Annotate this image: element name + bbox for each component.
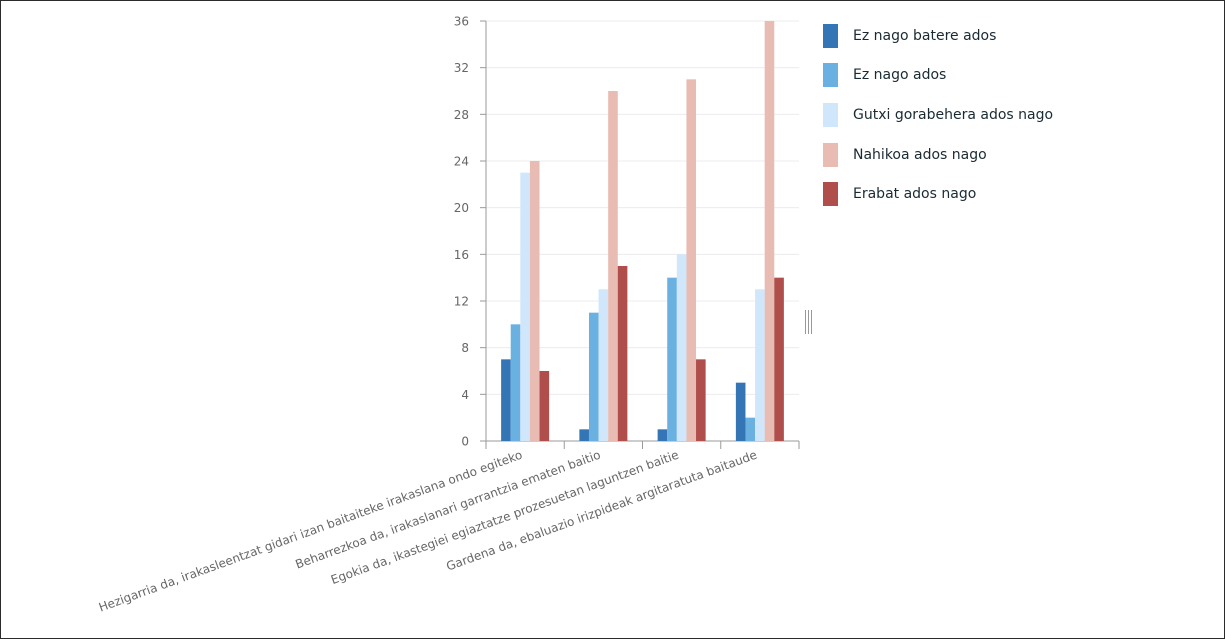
- y-tick-label: 32: [454, 61, 469, 75]
- legend-label: Gutxi gorabehera ados nago: [853, 106, 1054, 123]
- legend-swatch: [823, 142, 838, 167]
- y-tick-label: 28: [454, 108, 469, 122]
- y-tick-label: 4: [461, 388, 469, 402]
- y-tick-label: 36: [454, 15, 469, 29]
- y-tick-label: 20: [454, 201, 469, 215]
- x-tick-label: Egokia da, ikastegiei egiaztatze prozesu…: [329, 448, 681, 587]
- bar: [774, 277, 784, 441]
- y-tick-label: 24: [454, 155, 469, 169]
- bar: [529, 161, 540, 441]
- bar: [667, 277, 677, 441]
- legend-item[interactable]: Erabat ados nago: [823, 174, 1053, 214]
- resize-handle[interactable]: [804, 310, 814, 334]
- bar: [608, 91, 618, 441]
- bar: [755, 289, 765, 441]
- legend-swatch: [823, 23, 838, 48]
- bar: [745, 417, 756, 441]
- y-tick-label: 0: [461, 435, 469, 449]
- y-tick-label: 16: [454, 248, 469, 262]
- bar: [510, 324, 521, 441]
- legend-label: Ez nago ados: [853, 67, 947, 84]
- bar: [764, 21, 775, 441]
- bar: [696, 359, 706, 441]
- legend-swatch: [823, 63, 838, 88]
- legend-item[interactable]: Ez nago batere ados: [823, 16, 1053, 56]
- bar: [676, 254, 687, 441]
- legend-item[interactable]: Ez nago ados: [823, 56, 1053, 96]
- legend-label: Erabat ados nago: [853, 186, 977, 203]
- bar: [686, 79, 697, 441]
- x-tick-label: Beharrezkoa da, irakaslanari garrantzia …: [293, 448, 602, 572]
- y-tick-label: 8: [461, 341, 469, 355]
- bar: [657, 429, 668, 441]
- legend-label: Nahikoa ados nago: [853, 146, 987, 163]
- bar: [617, 266, 628, 441]
- legend-item[interactable]: Nahikoa ados nago: [823, 135, 1053, 175]
- y-tick-label: 12: [454, 295, 469, 309]
- legend-swatch: [823, 102, 838, 127]
- bar: [579, 429, 589, 441]
- bar: [520, 172, 530, 441]
- bar: [588, 312, 599, 441]
- legend: Ez nago batere ados Ez nago ados Gutxi gor…: [823, 16, 1053, 214]
- bar: [539, 371, 550, 441]
- bar: [735, 382, 746, 441]
- legend-swatch: [823, 182, 838, 207]
- legend-label: Ez nago batere ados: [853, 27, 997, 44]
- bar: [598, 289, 609, 441]
- legend-item[interactable]: Gutxi gorabehera ados nago: [823, 95, 1053, 135]
- bar: [501, 359, 511, 441]
